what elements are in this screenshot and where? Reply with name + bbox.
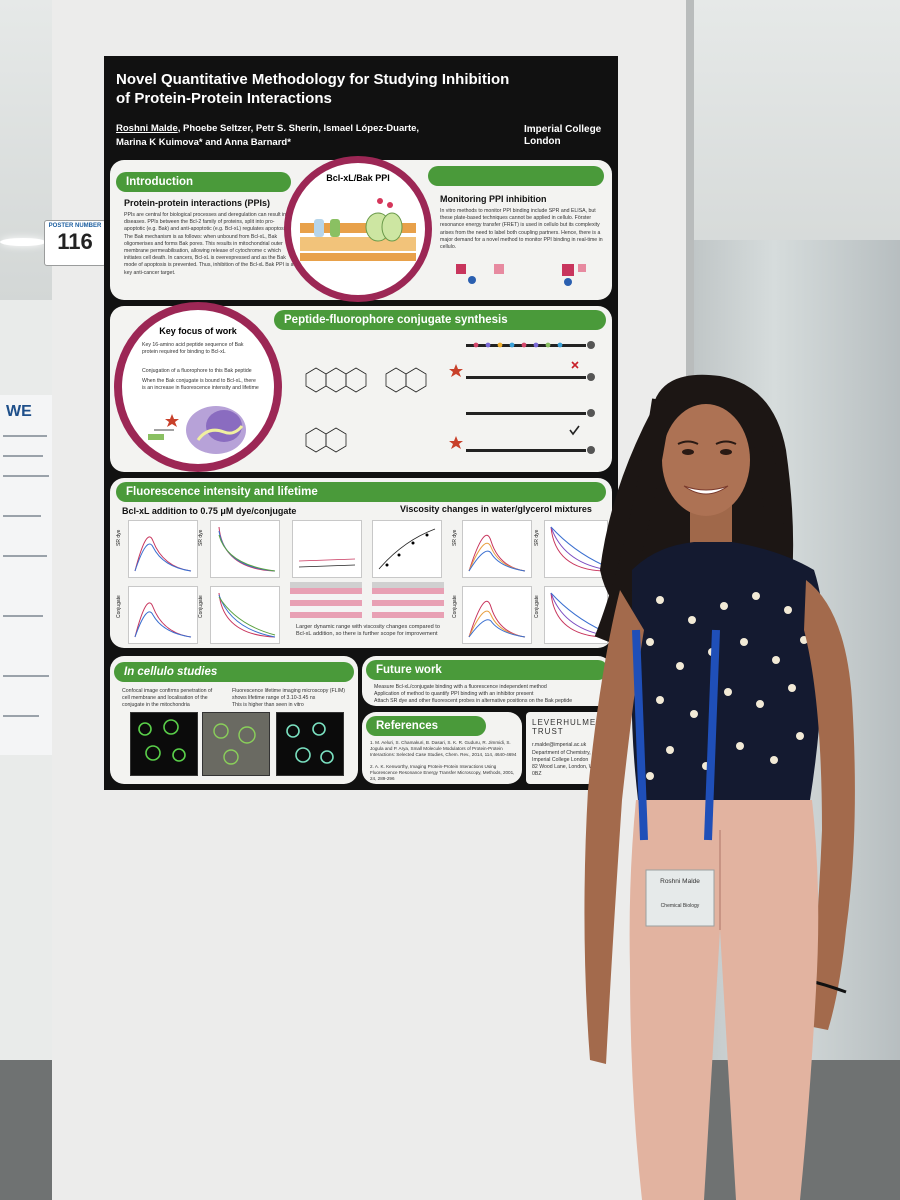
axis-label-conjugate-1: Conjugate [116,595,122,618]
in-cellulo-item-1: Confocal image confirms penetration of c… [122,688,213,709]
axis-label-sr-dye-4: SR dye [534,529,540,546]
conjugate-spectrum-plot [128,586,198,644]
future-work-heading: Future work [366,660,608,680]
key-focus-ring: Key focus of work Key 16-amino acid pept… [114,302,282,472]
synthesis-scheme [305,341,595,454]
decay-plot [210,520,280,578]
monitoring-text: In vitro methods to monitor PPI binding … [440,208,603,251]
badge-department: Chemical Biology [660,903,700,909]
spectrum-plot [128,520,198,578]
key-focus-item-1: Key 16-amino acid peptide sequence of Ba… [142,342,244,356]
protein-structure-image [148,406,246,454]
neighbour-heading: WE [6,403,32,420]
contact-email: r.malde@imperial.ac.uk [532,742,587,748]
poster-title: Novel Quantitative Methodology for Study… [116,71,510,107]
future-item-2: Application of method to quantify PPI bi… [374,691,534,697]
key-focus-heading: Key focus of work [159,326,237,336]
bcl-addition-heading: Bcl-xL addition to 0.75 μM dye/conjugate [122,506,297,516]
references-heading: References [366,716,486,736]
in-cellulo-item-2: Fluorescence lifetime imaging microscopy… [232,688,346,702]
fluorescence-heading: Fluorescence intensity and lifetime [116,482,606,502]
poster-number-tag: POSTER NUMBER 116 [44,220,106,266]
poster-authors: Roshni Malde, Phoebe Seltzer, Petr S. Sh… [116,122,446,150]
poster-affiliation: Imperial College London [524,124,602,147]
poster-number-label: POSTER NUMBER [48,223,102,229]
in-cellulo-item-3: This is higher than seen in vitro [232,702,304,708]
viscosity-spectrum-plot [462,520,532,578]
contact-department: Department of Chemistry, Imperial Colleg… [532,750,591,764]
axis-label-sr-dye-2: SR dye [198,529,204,546]
axis-label-conjugate-2: Conjugate [198,595,204,618]
ceiling-light [0,238,46,246]
viscosity-calibration-plot [372,520,442,578]
titration-plot [292,520,362,578]
peptide-heading: Peptide-fluorophore conjugate synthesis [274,310,606,330]
presenter-name: Roshni Malde [116,123,178,134]
confocal-image [130,712,198,776]
axis-label-sr-dye-3: SR dye [452,529,458,546]
bcl-bak-label: Bcl-xL/Bak PPI [326,173,390,183]
monitoring-heading: Monitoring PPI inhibition [440,194,547,204]
conjugate-decay-plot [210,586,280,644]
future-item-3: Attach SR dye and other fluorescent prob… [374,698,573,704]
sponsor-name: LEVERHULME TRUST [532,718,597,736]
presenter-photo [584,374,855,1200]
badge-name: Roshni Malde [660,878,700,885]
neighbour-poster: WE [0,395,55,755]
research-poster: Novel Quantitative Methodology for Study… [104,56,618,790]
bcl-bak-ring: Bcl-xL/Bak PPI [284,156,432,302]
axis-label-conjugate-3: Conjugate [452,595,458,618]
reference-1: 1. M. Aeluri, S. Chamakuri, B. Dasari, S… [370,740,517,757]
brightfield-image [202,712,270,776]
intro-heading: Introduction [116,172,291,192]
future-work-section: Future work Measure Bcl-xL/conjugate bin… [362,656,612,706]
poster-number: 116 [57,229,93,254]
axis-label-sr-dye-1: SR dye [116,529,122,546]
dynamic-range-note: Larger dynamic range with viscosity chan… [296,624,440,638]
viscosity-heading: Viscosity changes in water/glycerol mixt… [400,504,592,514]
mitochondria-diagram [300,198,416,261]
reference-2: 2. A. K. Kenworthy, Imaging Protein-Prot… [370,764,515,781]
intro-heading-bar-right [428,166,604,186]
co-authors: , Phoebe Seltzer, Petr S. Sherin, Ismael… [116,123,420,148]
key-focus-item-3: When the Bak conjugate is bound to Bcl-x… [142,378,259,392]
contact-address: 82 Wood Lane, London, W12 0BZ [532,764,600,778]
lifetime-table-1 [290,582,362,622]
name-badge: Roshni Malde Chemical Biology [646,872,714,928]
axis-label-conjugate-4: Conjugate [534,595,540,618]
references-section: References 1. M. Aeluri, S. Chamakuri, B… [362,712,522,784]
flim-image [276,712,344,776]
viscosity-conjugate-spectrum [462,586,532,644]
intro-subheading: Protein-protein interactions (PPIs) [124,198,271,208]
in-cellulo-section: In cellulo studies Confocal image confir… [110,656,358,784]
fluorescence-section: Fluorescence intensity and lifetime Bcl-… [110,478,612,648]
intro-text: PPIs are central for biological processe… [124,212,294,276]
future-item-1: Measure Bcl-xL/conjugate binding with a … [374,684,547,690]
viscosity-decay-plot [544,520,608,578]
key-focus-item-2: Conjugation of a fluorophore to this Bak… [142,368,252,374]
in-cellulo-heading: In cellulo studies [114,662,354,682]
lifetime-table-2 [372,582,444,622]
fret-diagram [456,264,586,286]
